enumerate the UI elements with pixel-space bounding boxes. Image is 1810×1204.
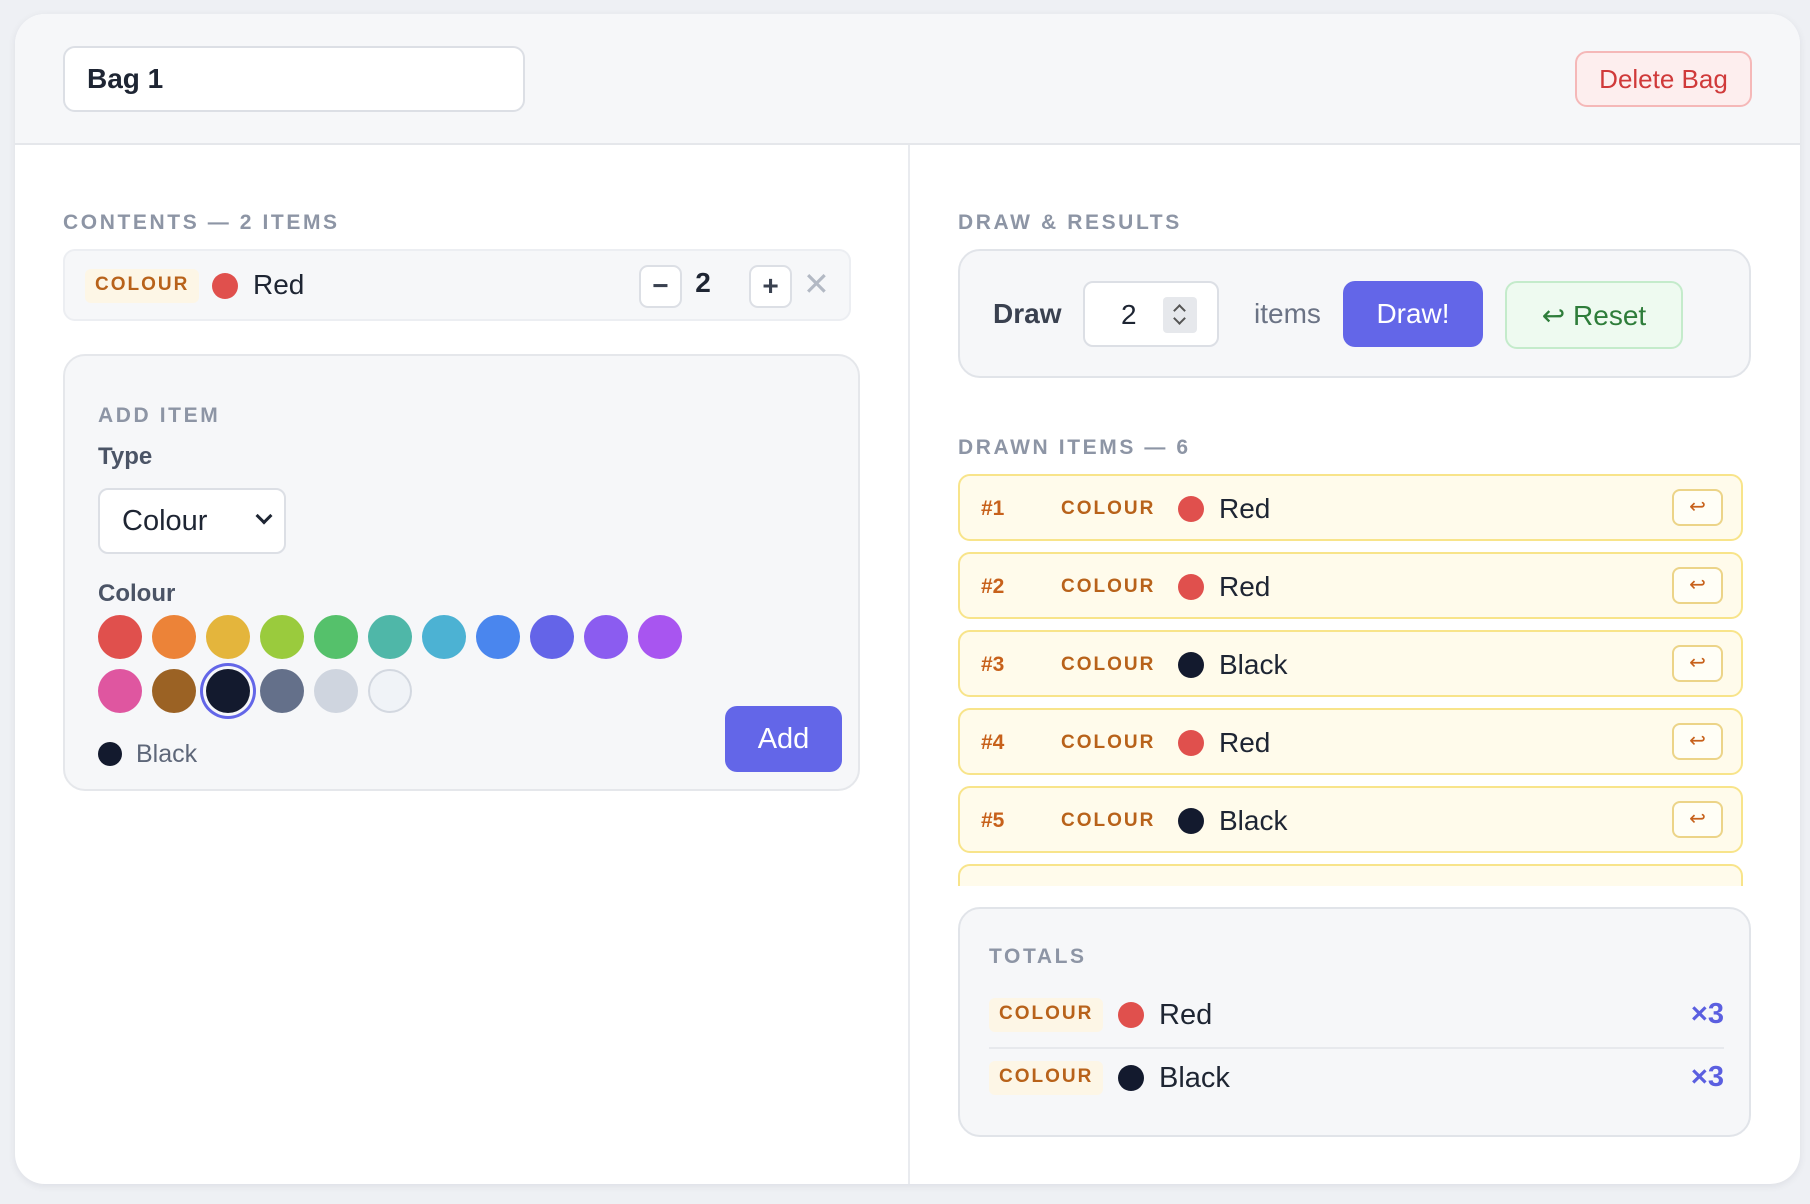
increment-button[interactable]: + — [749, 265, 792, 308]
item-name: Red — [253, 269, 305, 300]
total-count: ×3 — [1690, 1061, 1724, 1093]
item-type-badge: COLOUR — [1061, 654, 1156, 675]
return-item-button[interactable]: ↩ — [1672, 801, 1723, 838]
drawn-item-name: Red — [1219, 727, 1271, 758]
drawn-items-list[interactable]: #1 COLOUR Red ↩ #2 COLOUR Red ↩ #3 COLOUR Black ↩ #4… — [958, 474, 1758, 886]
item-type-badge: COLOUR — [85, 269, 200, 303]
item-type-badge: COLOUR — [989, 998, 1104, 1032]
reset-button[interactable]: ↩ Reset — [1505, 281, 1683, 349]
color-dot-icon — [1178, 652, 1204, 678]
drawn-item-name: Red — [1219, 571, 1271, 602]
colour-swatch[interactable] — [98, 615, 142, 659]
spinner-icon[interactable] — [1163, 297, 1197, 333]
colour-swatch[interactable] — [368, 615, 412, 659]
color-dot-icon — [212, 273, 238, 299]
divider — [989, 1047, 1724, 1049]
colour-swatch[interactable] — [206, 669, 250, 713]
column-divider — [908, 145, 910, 1184]
colour-swatch[interactable] — [638, 615, 682, 659]
colour-swatch[interactable] — [98, 669, 142, 713]
draw-number: #3 — [981, 653, 1005, 676]
color-dot-icon — [1118, 1002, 1144, 1028]
drawn-item-row: #4 COLOUR Red ↩ — [958, 708, 1743, 775]
return-item-button[interactable]: ↩ — [1672, 723, 1723, 760]
selected-colour-name: Black — [136, 740, 198, 768]
color-dot-icon — [1118, 1065, 1144, 1091]
item-type-badge: COLOUR — [1061, 732, 1156, 753]
bag-card: Delete Bag CONTENTS — 2 ITEMS COLOUR Red… — [15, 14, 1800, 1184]
item-type-badge: COLOUR — [1061, 576, 1156, 597]
item-type-badge: COLOUR — [1061, 810, 1156, 831]
contents-heading: CONTENTS — 2 ITEMS — [63, 211, 340, 234]
colour-swatch[interactable] — [152, 669, 196, 713]
type-select[interactable]: Colour — [98, 488, 286, 554]
item-type-badge: COLOUR — [989, 1061, 1104, 1095]
colour-swatch[interactable] — [206, 615, 250, 659]
item-quantity: 2 — [695, 267, 711, 298]
bag-header: Delete Bag — [15, 14, 1800, 145]
colour-swatch[interactable] — [476, 615, 520, 659]
type-label: Type — [98, 443, 153, 470]
drawn-item-row: #3 COLOUR Black ↩ — [958, 630, 1743, 697]
colour-swatch[interactable] — [314, 615, 358, 659]
color-dot-icon — [1178, 496, 1204, 522]
draw-panel: Draw 2 items Draw! ↩ Reset — [958, 249, 1751, 378]
colour-swatch[interactable] — [260, 669, 304, 713]
draw-heading: DRAW & RESULTS — [958, 211, 1182, 234]
totals-heading: TOTALS — [989, 945, 1087, 968]
total-item-name: Black — [1159, 1062, 1230, 1094]
total-item-name: Red — [1159, 999, 1213, 1031]
color-dot-icon — [98, 742, 122, 766]
drawn-item-row — [958, 864, 1743, 886]
return-item-button[interactable]: ↩ — [1672, 567, 1723, 604]
draw-count-value: 2 — [1121, 299, 1137, 330]
item-type-badge: COLOUR — [1061, 498, 1156, 519]
draw-label: Draw — [993, 298, 1062, 329]
draw-number: #2 — [981, 575, 1005, 598]
add-item-panel: ADD ITEM Type Colour Colour Black Add — [63, 354, 860, 791]
selected-colour: Black — [98, 740, 197, 769]
total-count: ×3 — [1690, 998, 1724, 1030]
return-item-button[interactable]: ↩ — [1672, 645, 1723, 682]
drawn-item-name: Black — [1219, 649, 1288, 680]
colour-swatch[interactable] — [260, 615, 304, 659]
contents-item: COLOUR Red − 2 + ✕ — [63, 249, 851, 321]
colour-swatch[interactable] — [368, 669, 412, 713]
colour-label: Colour — [98, 580, 176, 607]
drawn-item-row: #5 COLOUR Black ↩ — [958, 786, 1743, 853]
delete-bag-button[interactable]: Delete Bag — [1575, 51, 1752, 107]
colour-swatch[interactable] — [314, 669, 358, 713]
items-label: items — [1254, 298, 1321, 329]
color-dot-icon — [1178, 730, 1204, 756]
draw-number: #5 — [981, 809, 1005, 832]
type-select-value: Colour — [122, 505, 208, 537]
colour-swatch[interactable] — [422, 615, 466, 659]
return-item-button[interactable]: ↩ — [1672, 489, 1723, 526]
colour-swatch[interactable] — [152, 615, 196, 659]
draw-number: #1 — [981, 497, 1005, 520]
add-item-heading: ADD ITEM — [98, 404, 221, 427]
chevron-down-icon — [255, 507, 273, 525]
draw-count-input[interactable]: 2 — [1083, 281, 1219, 347]
drawn-item-name: Black — [1219, 805, 1288, 836]
bag-name-input[interactable] — [63, 46, 525, 112]
color-dot-icon — [1178, 808, 1204, 834]
decrement-button[interactable]: − — [639, 265, 682, 308]
remove-item-icon[interactable]: ✕ — [803, 266, 830, 302]
drawn-item-row: #2 COLOUR Red ↩ — [958, 552, 1743, 619]
draw-number: #4 — [981, 731, 1005, 754]
drawn-items-heading: DRAWN ITEMS — 6 — [958, 436, 1191, 459]
add-button[interactable]: Add — [725, 706, 842, 772]
color-dot-icon — [1178, 574, 1204, 600]
colour-swatch[interactable] — [584, 615, 628, 659]
drawn-item-name: Red — [1219, 493, 1271, 524]
totals-panel: TOTALS COLOUR Red ×3 COLOUR Black ×3 — [958, 907, 1751, 1137]
draw-button[interactable]: Draw! — [1343, 281, 1483, 347]
total-row: COLOUR Black ×3 — [989, 1051, 1724, 1109]
colour-swatch[interactable] — [530, 615, 574, 659]
total-row: COLOUR Red ×3 — [989, 988, 1724, 1046]
drawn-item-row: #1 COLOUR Red ↩ — [958, 474, 1743, 541]
